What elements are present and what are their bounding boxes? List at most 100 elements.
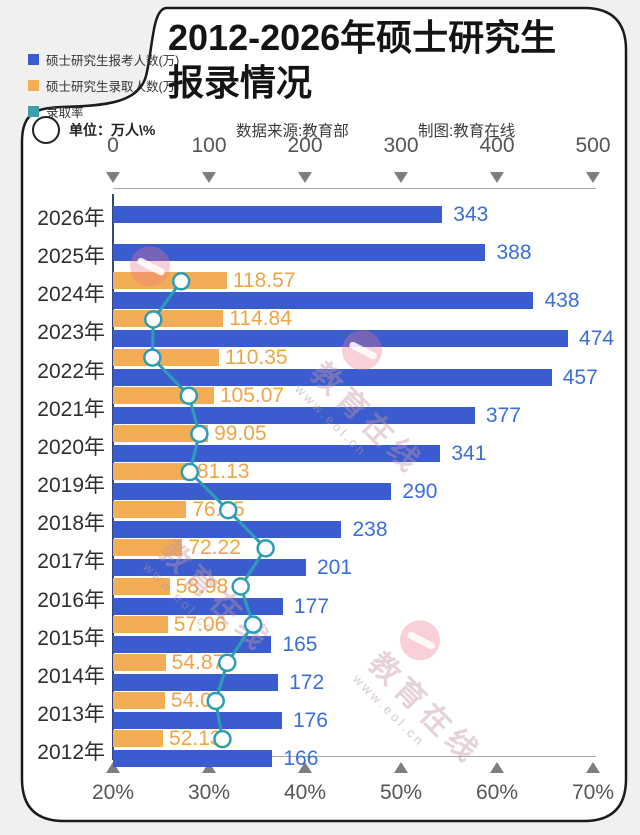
admitted-bar	[113, 730, 164, 748]
x-axis-top-tick-marker	[394, 172, 408, 183]
x-axis-top-tick-marker	[586, 172, 600, 183]
admitted-bar	[113, 615, 168, 633]
year-label: 2014年	[37, 664, 105, 688]
x-axis-bottom-tick-label: 40%	[283, 781, 327, 804]
admitted-value-label: 54.09	[170, 688, 224, 712]
x-axis-bottom-tick-label: 60%	[475, 781, 519, 804]
x-axis-bottom-line	[113, 756, 596, 757]
x-axis-top-tick-label: 500	[575, 134, 611, 157]
year-label: 2018年	[37, 512, 105, 536]
year-label: 2026年	[37, 207, 105, 230]
x-axis-top-tick-label: 400	[479, 134, 515, 157]
admitted-value-label: 118.57	[232, 269, 296, 293]
applicants-bar	[113, 750, 273, 768]
applicants-value-label: 438	[544, 289, 580, 313]
x-axis-bottom-tick-label: 50%	[379, 781, 423, 804]
x-axis-bottom-tick-marker	[394, 762, 408, 773]
admitted-value-label: 72.22	[188, 536, 241, 560]
year-label: 2022年	[37, 359, 105, 383]
admitted-bar	[113, 463, 191, 481]
x-axis-bottom-tick-label: 70%	[571, 781, 615, 804]
credit-label: 制图:教育在线	[418, 123, 516, 140]
x-axis-top-tick-label: 200	[287, 134, 323, 157]
legend-swatch-admitted	[28, 80, 39, 91]
x-axis-top-tick-label: 100	[191, 134, 227, 157]
legend-label-admitted: 硕士研究生录取人数(万)	[46, 80, 180, 94]
admitted-value-label: 110.35	[224, 345, 288, 369]
x-axis-bottom-tick-label: 20%	[91, 781, 135, 804]
admitted-value-label: 76.25	[192, 498, 245, 522]
x-axis-top-tick-label: 0	[107, 134, 119, 157]
x-axis-top-tick-marker	[298, 172, 312, 183]
data-source-label: 数据来源:教育部	[236, 123, 349, 140]
admitted-bar	[113, 577, 170, 595]
x-axis-bottom-tick-marker	[106, 762, 120, 773]
year-label: 2021年	[37, 397, 105, 421]
applicants-value-label: 177	[293, 594, 329, 618]
x-axis-top-line	[113, 188, 596, 189]
applicants-bar	[113, 483, 392, 501]
year-label: 2012年	[37, 741, 105, 765]
year-label: 2016年	[37, 588, 105, 612]
legend-swatch-rate	[28, 106, 39, 117]
year-label: 2019年	[37, 474, 105, 498]
applicants-value-label: 343	[453, 203, 489, 226]
applicants-value-label: 341	[451, 441, 487, 465]
admitted-bar	[113, 653, 166, 671]
admitted-bar	[113, 348, 219, 366]
applicants-bar	[113, 444, 441, 462]
year-label: 2020年	[37, 435, 105, 459]
x-axis-top-tick-marker	[490, 172, 504, 183]
admitted-bar	[113, 272, 227, 290]
legend-label-applicants: 硕士研究生报考人数(万)	[46, 54, 180, 68]
admitted-value-label: 99.05	[214, 421, 267, 445]
year-label: 2023年	[37, 321, 105, 345]
applicants-value-label: 457	[562, 365, 598, 389]
legend-label-rate: 录取率	[46, 106, 84, 120]
admitted-value-label: 58.98	[175, 574, 229, 598]
legend-item: 录取率	[28, 102, 179, 121]
x-axis-bottom-tick-marker	[202, 762, 216, 773]
applicants-value-label: 474	[579, 327, 615, 351]
admitted-value-label: 81.13	[196, 460, 250, 484]
applicants-value-label: 388	[496, 241, 532, 265]
admitted-bar	[113, 539, 183, 557]
admitted-bar	[113, 424, 209, 442]
applicants-bar	[113, 368, 552, 386]
legend-item: 硕士研究生录取人数(万)	[28, 76, 179, 95]
admitted-value-label: 52.13	[169, 727, 222, 751]
legend: 硕士研究生报考人数(万) 硕士研究生录取人数(万) 录取率	[28, 50, 179, 128]
unit-label: 单位：万人\%	[69, 122, 156, 138]
applicants-value-label: 172	[289, 670, 325, 694]
x-axis-top-tick-marker	[106, 172, 120, 183]
applicants-bar	[113, 406, 475, 424]
applicants-bar	[113, 330, 569, 348]
applicants-value-label: 238	[352, 518, 388, 542]
x-axis-bottom-tick-marker	[490, 762, 504, 773]
x-axis-top-tick-label: 300	[383, 134, 419, 157]
year-label: 2024年	[37, 283, 105, 307]
admitted-bar	[113, 310, 224, 328]
chart-title-line2: 报录情况	[168, 61, 313, 103]
x-axis-top-tick-marker	[202, 172, 216, 183]
legend-item: 硕士研究生报考人数(万)	[28, 50, 179, 69]
admitted-value-label: 54.87	[171, 650, 225, 674]
x-axis-bottom-tick-marker	[586, 762, 600, 773]
year-label: 2015年	[37, 626, 105, 650]
admitted-value-label: 105.07	[219, 383, 285, 407]
unit-circle-icon	[32, 116, 60, 144]
year-label: 2013年	[37, 702, 105, 726]
legend-swatch-applicants	[28, 54, 39, 65]
unit-row: 单位：万人\%	[32, 116, 155, 144]
x-axis-bottom-tick-marker	[298, 762, 312, 773]
applicants-bar	[113, 244, 486, 262]
applicants-value-label: 290	[402, 480, 438, 504]
admitted-bar	[113, 691, 165, 709]
applicants-value-label: 201	[316, 556, 352, 580]
applicants-value-label: 165	[282, 632, 318, 656]
admitted-bar	[113, 501, 187, 519]
chart-title: 2012-2026年硕士研究生 报录情况	[168, 16, 628, 105]
admitted-bar	[113, 386, 214, 404]
admitted-value-label: 57.06	[173, 612, 227, 636]
